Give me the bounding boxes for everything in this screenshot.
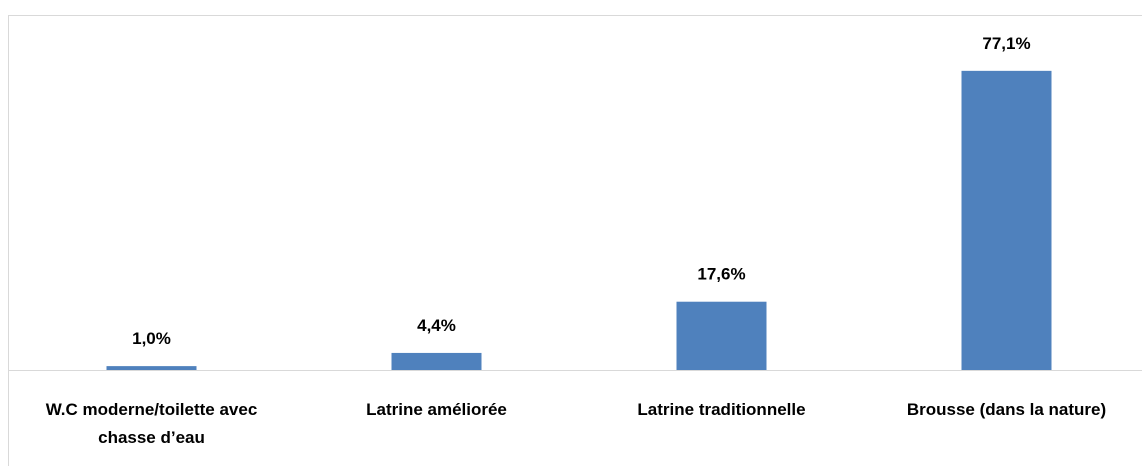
x-tick-label-text: Latrine traditionnelle	[637, 400, 806, 419]
bar	[106, 366, 197, 370]
x-tick-label: Brousse (dans la nature)	[864, 396, 1142, 424]
x-tick-label: W.C moderne/toilette avec chasse d’eau	[9, 396, 294, 452]
x-tick-label-text: Latrine améliorée	[366, 400, 507, 419]
value-label: 1,0%	[132, 329, 171, 348]
chart-border	[8, 15, 1142, 466]
bar	[961, 70, 1052, 371]
value-label: 77,1%	[982, 34, 1030, 53]
bar	[391, 352, 482, 370]
x-tick-label-text: W.C moderne/toilette avec chasse d’eau	[45, 400, 258, 447]
value-label: 4,4%	[417, 316, 456, 335]
x-tick-label: Latrine améliorée	[294, 396, 579, 424]
x-tick-label: Latrine traditionnelle	[579, 396, 864, 424]
x-tick-label-text: Brousse (dans la nature)	[906, 400, 1107, 419]
bar	[676, 301, 767, 370]
value-label: 17,6%	[697, 265, 745, 284]
